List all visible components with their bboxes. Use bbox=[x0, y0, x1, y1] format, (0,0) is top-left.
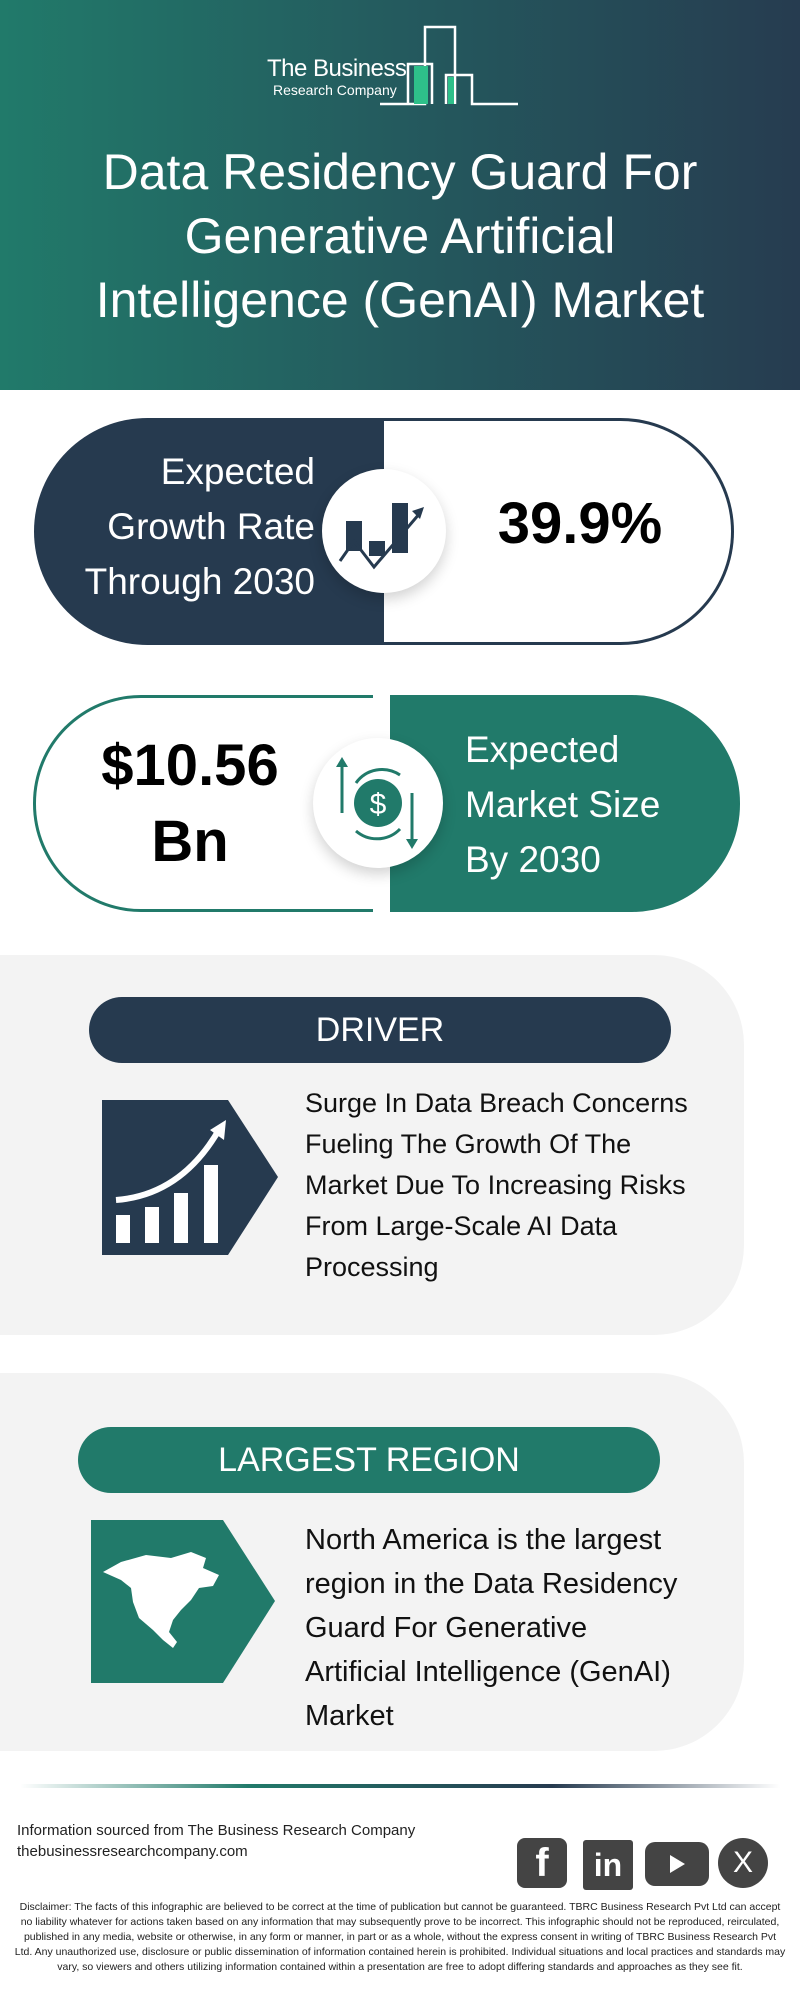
text-line: Guard For Generative bbox=[305, 1612, 588, 1644]
growth-rate-value-panel bbox=[384, 418, 734, 645]
page-title: Data Residency Guard For Generative Arti… bbox=[0, 140, 800, 332]
value-line: $10.56 bbox=[101, 733, 279, 798]
market-icon-circle: $ bbox=[313, 738, 443, 868]
footer-divider bbox=[20, 1784, 780, 1788]
growth-icon-circle bbox=[322, 469, 446, 593]
text-line: North America is the largest bbox=[305, 1524, 662, 1556]
svg-text:$: $ bbox=[370, 788, 387, 821]
region-text: North America is the largest region in t… bbox=[305, 1518, 677, 1738]
text-line: Processing bbox=[305, 1252, 439, 1282]
text-line: Artificial Intelligence (GenAI) bbox=[305, 1656, 671, 1688]
value-line: Bn bbox=[151, 809, 229, 874]
logo-line2: Research Company bbox=[273, 82, 397, 98]
growth-rate-label: Expected Growth Rate Through 2030 bbox=[50, 444, 315, 609]
text-line: region in the Data Residency bbox=[305, 1568, 678, 1600]
facebook-icon[interactable]: f bbox=[517, 1838, 567, 1888]
disclaimer: Disclaimer: The facts of this infographi… bbox=[14, 1901, 786, 1973]
text-line: From Large-Scale AI Data bbox=[305, 1211, 618, 1241]
linkedin-icon[interactable]: in bbox=[583, 1840, 633, 1890]
label-line: Expected bbox=[160, 451, 315, 492]
market-size-value-panel bbox=[33, 695, 373, 912]
text-line: Market bbox=[305, 1700, 394, 1732]
x-twitter-icon[interactable]: X bbox=[718, 1838, 768, 1888]
rising-bar-chart-icon bbox=[102, 1100, 278, 1255]
growth-chart-icon bbox=[338, 503, 424, 570]
youtube-icon[interactable] bbox=[645, 1842, 709, 1886]
north-america-map-icon bbox=[91, 1520, 275, 1683]
text-line: Market Due To Increasing Risks bbox=[305, 1170, 686, 1200]
title-line: Generative Artificial bbox=[184, 208, 616, 264]
footer-source: Information sourced from The Business Re… bbox=[17, 1822, 416, 1839]
label-line: Market Size bbox=[465, 784, 661, 825]
driver-heading: DRIVER bbox=[89, 997, 671, 1063]
logo-line1: The Business bbox=[267, 55, 407, 82]
header-banner: The Business Research Company Data Resid… bbox=[0, 0, 800, 390]
label-line: By 2030 bbox=[465, 839, 601, 880]
market-size-label-panel bbox=[390, 695, 740, 912]
company-logo: The Business Research Company bbox=[260, 22, 560, 112]
market-size-label: Expected Market Size By 2030 bbox=[465, 722, 660, 887]
label-line: Growth Rate bbox=[107, 506, 315, 547]
footer-website[interactable]: thebusinessresearchcompany.com bbox=[17, 1843, 248, 1860]
title-line: Intelligence (GenAI) Market bbox=[95, 272, 705, 328]
logo-buildings-icon bbox=[380, 25, 518, 106]
play-icon bbox=[670, 1855, 685, 1873]
label-line: Expected bbox=[465, 729, 620, 770]
label-line: Through 2030 bbox=[84, 561, 315, 602]
text-line: Fueling The Growth Of The bbox=[305, 1129, 632, 1159]
region-heading: LARGEST REGION bbox=[78, 1427, 660, 1493]
text-line: Surge In Data Breach Concerns bbox=[305, 1088, 688, 1118]
market-size-value: $10.56 Bn bbox=[60, 728, 320, 880]
dollar-cycle-icon: $ bbox=[336, 757, 418, 849]
title-line: Data Residency Guard For bbox=[102, 144, 698, 200]
growth-rate-value: 39.9% bbox=[497, 491, 663, 556]
driver-text: Surge In Data Breach Concerns Fueling Th… bbox=[305, 1083, 688, 1288]
